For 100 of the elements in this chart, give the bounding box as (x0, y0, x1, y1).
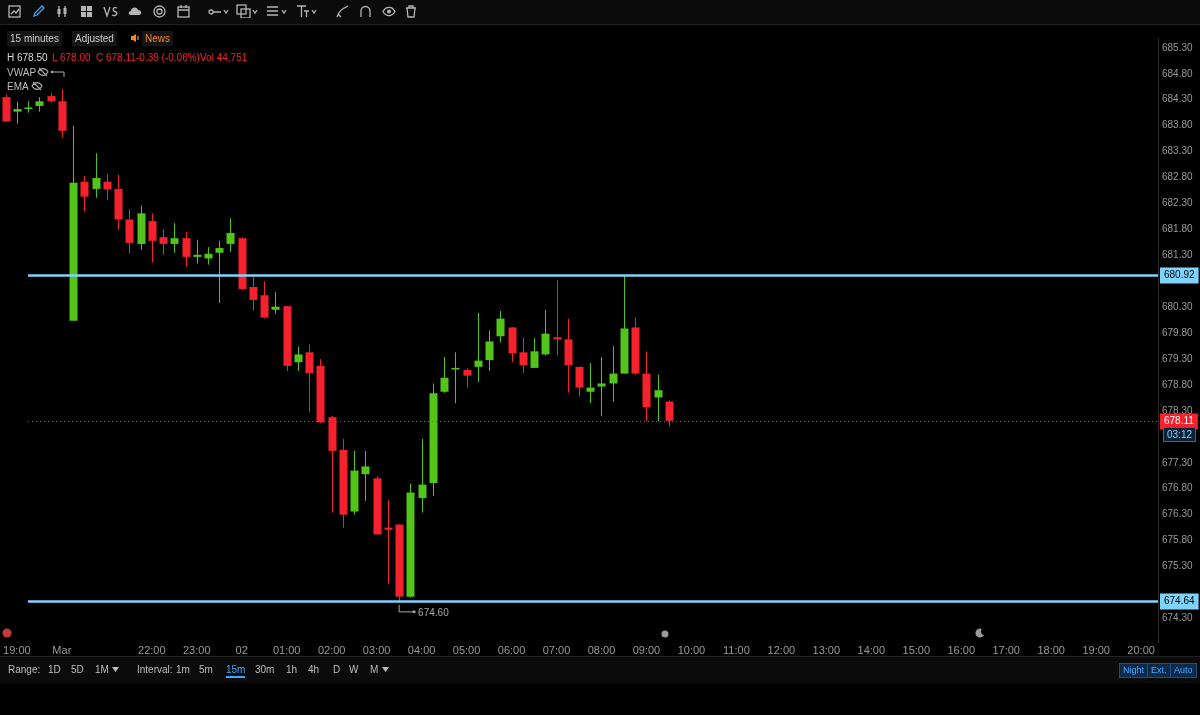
x-tick-label: 20:00 (1127, 644, 1155, 657)
annotation: L 678.00 (52, 51, 91, 64)
text: 03:12 (1163, 427, 1197, 442)
text: 1m (176, 663, 190, 676)
candlestick (182, 231, 191, 268)
candlestick (80, 175, 89, 212)
annotation: 674.60 (418, 606, 450, 618)
candlestick (609, 345, 618, 403)
y-tick-label: 682.30 (1162, 197, 1194, 209)
candlestick (463, 367, 472, 389)
annotation: C 678.11 (96, 51, 136, 64)
x-tick-label: 02 (235, 644, 248, 657)
candlestick (496, 310, 505, 343)
x-tick-label: 02:00 (317, 644, 346, 657)
ref-line-label: 680.92 (1164, 269, 1196, 281)
text: Ext. (1147, 663, 1171, 678)
x-tick-label: 01:00 (272, 644, 301, 657)
annotation: EMA (7, 80, 29, 93)
y-tick-label: 684.30 (1162, 93, 1194, 105)
candlestick (418, 438, 427, 514)
annotation: Vol 44,751 (200, 51, 248, 64)
candlestick (159, 228, 168, 256)
text: Range: (8, 663, 41, 676)
candlestick (260, 280, 269, 320)
candlestick (440, 356, 449, 394)
y-tick-label: 683.80 (1162, 119, 1194, 131)
x-tick-label: 18:00 (1037, 644, 1065, 657)
candlestick (249, 276, 258, 312)
y-tick-label: 681.30 (1162, 249, 1194, 261)
candlestick (474, 312, 483, 383)
y-tick-label: 681.80 (1162, 223, 1194, 235)
text: Auto (1170, 663, 1197, 678)
candlestick (193, 239, 202, 265)
y-tick-label: 678.80 (1162, 378, 1194, 390)
y-tick-label: 678.30 (1162, 404, 1194, 416)
text: M (370, 663, 379, 676)
y-tick-label: 675.30 (1162, 560, 1194, 572)
y-tick-label: 683.30 (1162, 145, 1194, 157)
x-tick-label: 14:00 (857, 644, 886, 657)
candlestick (519, 336, 528, 374)
candlestick (13, 101, 22, 125)
text: 4h (308, 663, 320, 676)
candlestick (530, 337, 539, 369)
y-tick-label: 676.30 (1162, 508, 1194, 520)
y-tick-label: 682.80 (1162, 171, 1194, 183)
annotation: VWAP (7, 66, 37, 79)
candlestick (294, 346, 303, 372)
x-tick-label: 08:00 (587, 644, 616, 657)
y-tick-label: 679.30 (1162, 352, 1194, 364)
text: 1D (48, 663, 61, 676)
x-tick-label: 19:00 (1082, 644, 1110, 657)
text: 5D (71, 663, 84, 676)
x-tick-label: 15:00 (902, 644, 931, 657)
x-tick-label: 05:00 (452, 644, 481, 657)
x-tick-label: 04:00 (407, 644, 436, 657)
y-tick-label: 675.80 (1162, 534, 1194, 546)
text: 30m (255, 663, 275, 676)
candlestick (586, 362, 595, 404)
x-tick-label: 06:00 (497, 644, 526, 657)
candlestick (305, 344, 314, 413)
candlestick (125, 208, 134, 255)
x-tick-label: 23:00 (182, 644, 211, 657)
y-tick-label: 677.30 (1162, 456, 1194, 468)
candlestick (92, 152, 101, 199)
text: 5m (199, 663, 213, 676)
y-tick-label: 685.30 (1162, 41, 1194, 53)
text: 1M (95, 663, 109, 676)
x-tick-label: 13:00 (812, 644, 841, 657)
candlestick (485, 330, 494, 372)
y-tick-label: 674.30 (1162, 612, 1194, 624)
candlestick (215, 240, 224, 304)
annotation: -0.39 (-0.06%) (136, 51, 200, 64)
candlestick (103, 173, 112, 201)
candlestick (654, 374, 663, 422)
x-tick-label: 19:00 (3, 644, 31, 657)
ref-line-label: 674.64 (1164, 595, 1196, 607)
text: D (333, 663, 341, 676)
text: 15m (226, 663, 246, 678)
candlestick (541, 309, 550, 356)
x-tick-label: 03:00 (362, 644, 391, 657)
y-tick-label: 680.30 (1162, 300, 1194, 312)
annotation: Adjusted (72, 31, 117, 46)
text: Interval: (137, 663, 173, 676)
candlestick (271, 291, 280, 315)
text: Night (1119, 663, 1149, 678)
candlestick (553, 279, 562, 356)
y-tick-label: 679.80 (1162, 326, 1194, 338)
candlestick (226, 218, 235, 253)
candlestick (148, 212, 157, 264)
x-tick-label: 07:00 (542, 644, 571, 657)
candlestick (170, 222, 179, 254)
candlestick (361, 450, 370, 502)
x-tick-label: 16:00 (947, 644, 976, 657)
x-tick-label: 10:00 (677, 644, 706, 657)
x-tick-label: 22:00 (138, 644, 166, 657)
candlestick (384, 499, 393, 585)
text: W (349, 663, 359, 676)
x-tick-label: 11:00 (723, 644, 750, 657)
candlestick (575, 366, 584, 397)
x-tick-label: 17:00 (992, 644, 1020, 657)
